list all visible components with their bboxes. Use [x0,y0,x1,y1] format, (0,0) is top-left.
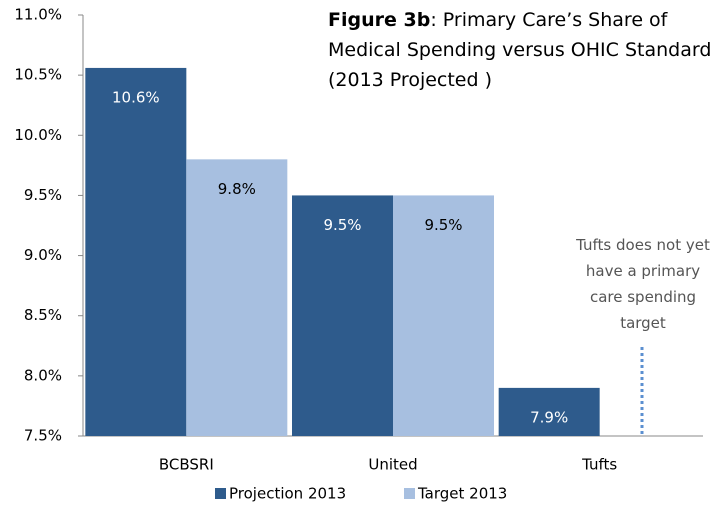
bar [393,195,494,436]
value-label: 10.6% [112,88,160,106]
title-rest: : Primary Care’s Share of Medical Spendi… [328,9,712,91]
chart-title: Figure 3b: Primary Care’s Share of Medic… [328,5,718,95]
y-tick-label: 11.0% [14,6,62,24]
legend-swatch [215,488,226,499]
value-label: 9.5% [424,216,462,234]
y-tick-label: 8.0% [24,366,62,384]
y-tick-label: 9.0% [24,246,62,264]
value-label: 9.5% [323,216,361,234]
y-tick-label: 9.5% [24,186,62,204]
title-bold: Figure 3b [328,9,431,31]
y-tick-label: 10.0% [14,126,62,144]
y-tick-label: 7.5% [24,427,62,445]
bar [85,67,187,436]
x-tick-label: Tufts [581,456,617,474]
y-tick-label: 8.5% [24,306,62,324]
x-tick-label: United [368,456,417,474]
x-tick-label: BCBSRI [159,456,214,474]
legend-label: Projection 2013 [229,485,346,503]
value-label: 9.8% [218,180,256,198]
legend-label: Target 2013 [417,485,507,503]
bar [292,195,393,436]
value-label: 7.9% [530,408,568,426]
y-tick-label: 10.5% [14,66,62,84]
legend-swatch [404,488,415,499]
bar [498,387,600,436]
bar [186,159,288,437]
annotation: Tufts does not yet have a primary care s… [576,236,710,332]
